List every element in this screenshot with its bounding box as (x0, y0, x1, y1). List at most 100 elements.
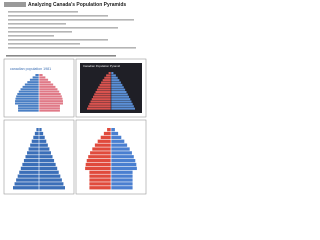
pyramid-bar (20, 88, 39, 91)
pyramid-bar (39, 74, 43, 77)
pyramid-bar (39, 174, 61, 178)
pyramid-bar (106, 74, 111, 77)
pyramid-bar (19, 170, 39, 174)
pyramid-bar (39, 182, 64, 186)
pyramid-bar (33, 135, 39, 140)
pyramid-bar (39, 170, 59, 174)
pyramid-bar (111, 98, 131, 101)
pyramid-bar (39, 83, 54, 86)
worksheet-page: Analyzing Canada's Population Pyramids c… (0, 0, 149, 198)
panel-grid (3, 58, 147, 195)
pyramid-bar (92, 147, 111, 151)
pyramid-bar (39, 76, 46, 79)
pyramid-bar (111, 147, 130, 151)
pyramid-bar (88, 105, 111, 108)
pyramid-bar (39, 159, 55, 163)
pyramid-bar (30, 143, 39, 147)
pyramid-bar (39, 128, 42, 132)
pyramid-bar (39, 109, 60, 112)
pyramid-bar (111, 139, 125, 143)
pyramid-bar (107, 128, 111, 132)
pyramid-bar (111, 170, 133, 174)
pyramid-bar (111, 135, 122, 140)
pyramid-bar (111, 105, 134, 108)
pyramid-bar (111, 93, 128, 96)
pyramid-bar (39, 102, 63, 105)
pyramid-bar (94, 143, 111, 147)
pyramid-bar (39, 107, 60, 110)
pyramid-bar (101, 81, 111, 84)
pyramid-bar (39, 78, 49, 81)
pyramid-bar (111, 186, 133, 190)
pyramid-bar (15, 102, 39, 105)
pyramid-bar (91, 98, 111, 101)
pyramid-bar (35, 74, 39, 77)
pyramid-bar (95, 91, 111, 94)
pyramid-bar (111, 166, 137, 171)
pyramid-bar (22, 85, 39, 88)
pyramid-bar (96, 88, 111, 91)
pyramid-bar (27, 151, 39, 155)
pyramid-bar (22, 162, 39, 167)
pyramid-bar (90, 100, 111, 103)
pyramid-bar (39, 100, 63, 103)
pyramid-bar (111, 100, 132, 103)
pyramid-bar (39, 162, 56, 167)
pyramid-bar (111, 79, 120, 82)
pyramid-bar (16, 95, 39, 98)
pyramid-bar (111, 131, 119, 136)
panel-label: Canadian Population Pyramid (83, 64, 120, 68)
pyramid-bar (39, 135, 45, 140)
pyramid-bar (24, 83, 39, 86)
pyramid-bar (103, 131, 111, 136)
pyramid-bar (111, 107, 135, 110)
pyramid-bar (102, 79, 111, 82)
pyramid-bar (16, 178, 39, 182)
pyramid-images (13, 72, 137, 190)
pyramid-bar (111, 174, 133, 178)
pyramid-bar (87, 107, 111, 110)
pyramid-bar (39, 139, 47, 143)
pyramid-bar (108, 72, 111, 75)
pyramid-bar (39, 131, 44, 136)
pyramid-bar (89, 186, 111, 190)
pyramid-bar (111, 162, 137, 167)
pyramid-bar (111, 102, 133, 105)
pyramid-bar (111, 86, 124, 89)
pyramid-bar (97, 139, 111, 143)
pyramid-bar (89, 170, 111, 174)
pyramid-bar (90, 151, 111, 155)
pyramid-bar (39, 143, 48, 147)
pyramid-bar (39, 95, 62, 98)
pyramid-bar (111, 88, 126, 91)
pyramid-bar (20, 166, 39, 171)
pyramid-bar (39, 178, 62, 182)
pyramid-bar (39, 104, 60, 107)
pyramid-bar (98, 86, 111, 89)
pyramid-bar (39, 166, 58, 171)
pyramid-bar (111, 128, 115, 132)
title: Analyzing Canada's Population Pyramids (28, 2, 126, 8)
pyramid-bar (100, 135, 111, 140)
pyramid-bar (23, 159, 39, 163)
pyramid-bar (36, 128, 39, 132)
pyramid-bar (39, 97, 63, 100)
pyramid-bar (31, 139, 39, 143)
pyramid-bar (18, 107, 39, 110)
pyramid-bar (28, 147, 39, 151)
pyramid-bar (39, 151, 51, 155)
pyramid-bar (111, 95, 130, 98)
pyramid-bar (39, 81, 51, 84)
pyramid-bar (39, 147, 50, 151)
pyramid-bar (39, 93, 61, 96)
pyramid-bar (111, 74, 116, 77)
pyramid-bar (94, 93, 111, 96)
pyramid-bar (104, 76, 111, 79)
pyramid-bar (89, 182, 111, 186)
pyramid-bar (17, 93, 39, 96)
pyramid-bar (111, 155, 134, 159)
pyramid-bar (111, 178, 133, 182)
pyramid-bar (89, 174, 111, 178)
panel-label: canadian population 1981 (10, 67, 51, 71)
pyramid-bar (111, 159, 136, 163)
